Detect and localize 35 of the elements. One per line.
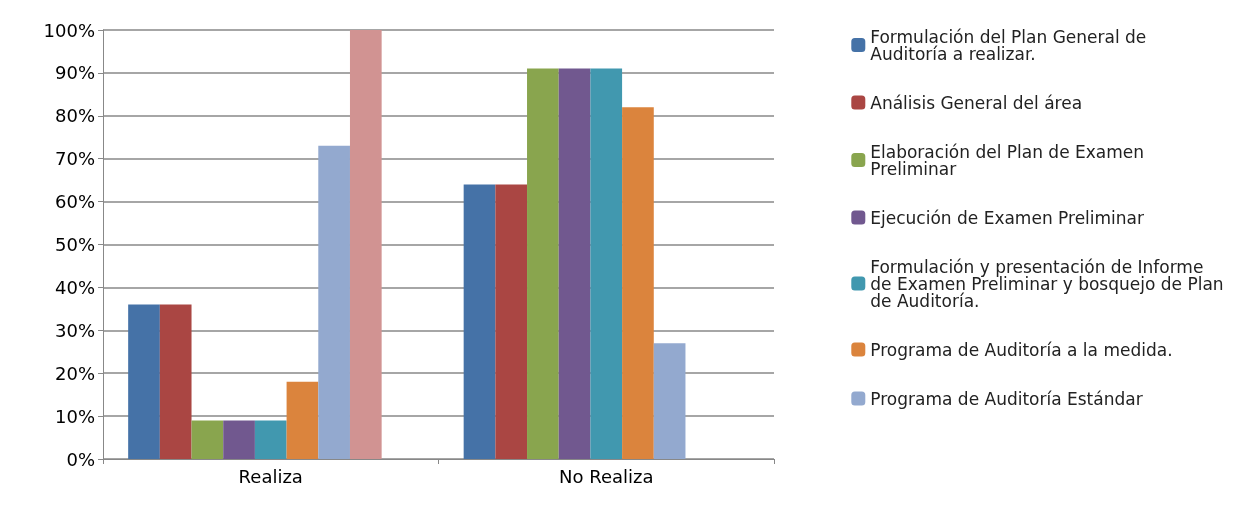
bar bbox=[191, 420, 224, 459]
bar bbox=[495, 184, 528, 459]
bar bbox=[558, 68, 591, 459]
x-tick-label: Realiza bbox=[238, 465, 303, 487]
legend-label: Programa de Auditoría Estándar bbox=[870, 388, 1143, 409]
y-tick-label: 50% bbox=[54, 234, 95, 255]
y-tick-label: 80% bbox=[54, 105, 95, 127]
bar bbox=[590, 68, 623, 459]
y-tick-label: 40% bbox=[54, 276, 95, 298]
y-tick-label: 90% bbox=[54, 62, 95, 84]
bar bbox=[527, 68, 559, 459]
bar bbox=[463, 184, 496, 459]
bar bbox=[223, 420, 255, 459]
legend-label: Formulación del Plan General de Auditoría a realizar. bbox=[870, 26, 1152, 64]
legend-label: Formulación y presentación de Informe de Examen Preliminar y bosquejo de Plan de Auditoría. bbox=[870, 256, 1229, 311]
legend-label: Ejecución de Examen Preliminar bbox=[870, 207, 1145, 228]
bar bbox=[286, 381, 319, 459]
legend-label: Programa de Auditoría a la medida. bbox=[870, 339, 1173, 360]
y-tick-label: 0% bbox=[66, 448, 95, 470]
legend-label: Análisis General del área bbox=[870, 92, 1083, 113]
y-tick-label: 20% bbox=[54, 362, 95, 384]
bar bbox=[622, 107, 654, 459]
bar bbox=[128, 304, 160, 459]
y-tick-label: 100% bbox=[43, 19, 95, 41]
bar bbox=[653, 343, 686, 459]
y-tick-label: 10% bbox=[54, 405, 95, 427]
bar bbox=[254, 420, 287, 459]
y-tick-label: 30% bbox=[54, 319, 95, 341]
bar bbox=[318, 145, 350, 459]
legend-label: Elaboración del Plan de Examen Preliminar bbox=[870, 141, 1150, 179]
bar bbox=[159, 304, 192, 459]
bar bbox=[349, 30, 382, 459]
y-tick-label: 70% bbox=[54, 148, 95, 170]
y-tick-label: 60% bbox=[54, 191, 95, 213]
x-tick-label: No Realiza bbox=[559, 465, 654, 487]
